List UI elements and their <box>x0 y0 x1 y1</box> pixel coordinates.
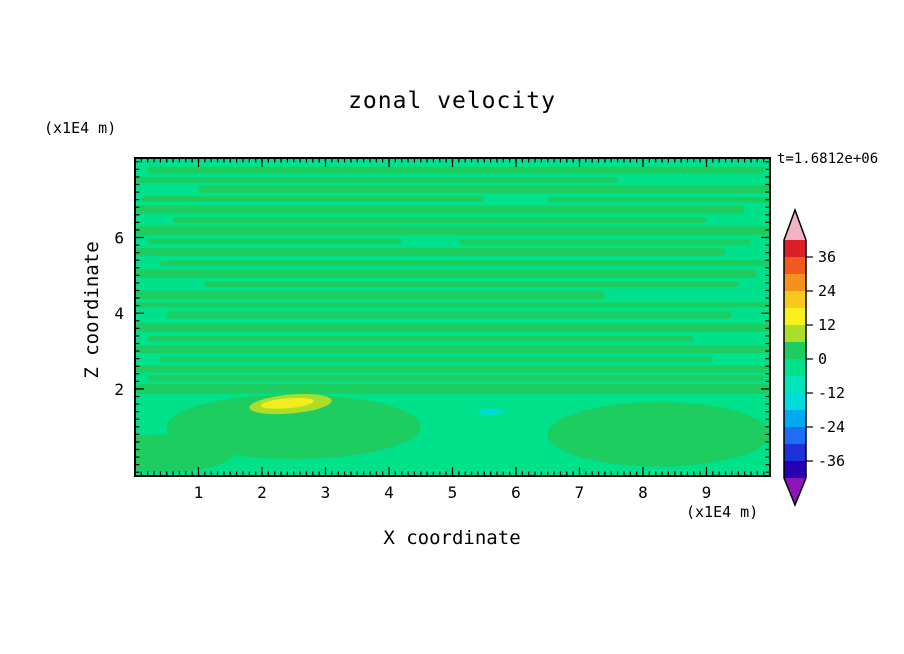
svg-text:2: 2 <box>257 483 267 502</box>
colorbar-segment <box>784 359 806 376</box>
svg-text:5: 5 <box>448 483 458 502</box>
colorbar: 36 24 12 0 -12 -24 -36 <box>783 207 845 507</box>
x-axis-unit-label: (x1E4 m) <box>686 503 759 521</box>
chart-title: zonal velocity <box>348 88 556 114</box>
svg-text:-12: -12 <box>818 384 845 402</box>
svg-text:4: 4 <box>384 483 394 502</box>
plot-frame <box>134 157 771 477</box>
svg-text:6: 6 <box>511 483 521 502</box>
colorbar-segment <box>784 393 806 410</box>
colorbar-segment <box>784 376 806 393</box>
colorbar-segment <box>784 308 806 325</box>
tick-labels: 1 2 3 4 5 6 7 8 9 2 4 6 <box>114 229 711 503</box>
timestamp-label: t=1.6812e+06 <box>777 151 879 167</box>
colorbar-segment <box>784 257 806 274</box>
colorbar-segment <box>784 427 806 444</box>
svg-text:12: 12 <box>818 316 836 334</box>
colorbar-segment <box>784 444 806 461</box>
contour-plot: 1 2 3 4 5 6 7 8 9 2 4 6 <box>114 157 771 503</box>
svg-text:-36: -36 <box>818 452 845 470</box>
colorbar-outline <box>783 207 807 507</box>
colorbar-segment <box>784 342 806 359</box>
colorbar-arrow-top <box>784 210 806 240</box>
x-axis-title: X coordinate <box>383 527 521 549</box>
svg-text:9: 9 <box>702 483 712 502</box>
svg-text:1: 1 <box>194 483 204 502</box>
svg-text:3: 3 <box>321 483 331 502</box>
svg-text:8: 8 <box>638 483 648 502</box>
svg-text:36: 36 <box>818 248 836 266</box>
colorbar-segment <box>784 410 806 427</box>
colorbar-segment <box>784 291 806 308</box>
colorbar-arrow-bottom <box>784 478 806 505</box>
y-axis-unit-label: (x1E4 m) <box>44 119 117 137</box>
colorbar-labels: 36 24 12 0 -12 -24 -36 <box>806 248 845 470</box>
colorbar-segment <box>784 240 806 257</box>
colorbar-segment <box>784 461 806 478</box>
colorbar-segment <box>784 325 806 342</box>
svg-text:24: 24 <box>818 282 836 300</box>
contour-field <box>135 158 770 476</box>
colorbar-segment <box>784 274 806 291</box>
svg-text:-24: -24 <box>818 418 845 436</box>
svg-text:6: 6 <box>114 229 124 248</box>
svg-text:4: 4 <box>114 304 124 323</box>
svg-text:7: 7 <box>575 483 585 502</box>
svg-text:0: 0 <box>818 350 827 368</box>
svg-text:2: 2 <box>114 380 124 399</box>
